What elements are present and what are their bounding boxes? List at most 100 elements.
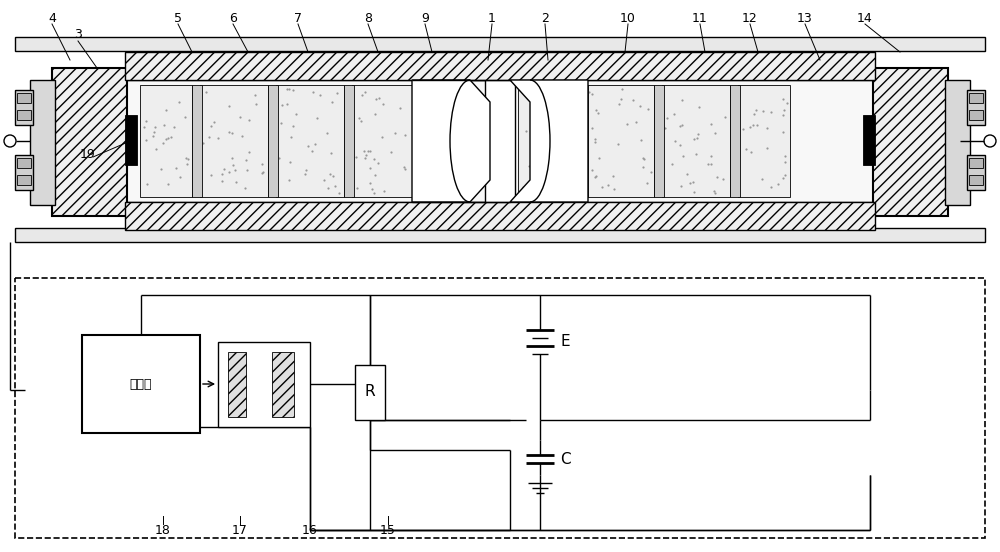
Point	[715, 174, 731, 183]
Point	[544, 122, 560, 131]
Text: R: R	[365, 385, 375, 400]
Point	[237, 183, 253, 192]
Point	[298, 166, 314, 174]
Bar	[15, 155, 33, 190]
Text: 4: 4	[48, 12, 56, 24]
Point	[588, 172, 604, 181]
Point	[610, 139, 626, 148]
Point	[160, 179, 176, 188]
Point	[635, 162, 651, 171]
Text: 3: 3	[74, 29, 82, 41]
Point	[636, 155, 652, 164]
Point	[672, 141, 688, 150]
Point	[368, 95, 384, 104]
Point	[322, 169, 338, 178]
Point	[558, 186, 574, 195]
Point	[307, 139, 323, 148]
Bar	[30, 80, 55, 205]
Point	[364, 185, 380, 194]
Point	[538, 166, 554, 175]
Bar	[967, 155, 985, 190]
Point	[613, 94, 629, 103]
Point	[558, 123, 574, 132]
Point	[155, 139, 171, 148]
Point	[221, 101, 237, 110]
Point	[521, 161, 537, 170]
Point	[327, 182, 343, 190]
Point	[279, 84, 295, 93]
Point	[518, 126, 534, 135]
Point	[156, 121, 172, 130]
Point	[206, 118, 222, 127]
Point	[362, 147, 378, 156]
Point	[746, 110, 762, 119]
Polygon shape	[412, 80, 490, 202]
Polygon shape	[510, 80, 588, 202]
Point	[160, 133, 176, 142]
Point	[358, 151, 374, 160]
Bar	[200, 85, 268, 197]
Point	[146, 128, 162, 136]
Point	[675, 151, 691, 160]
Point	[584, 89, 600, 98]
Point	[515, 182, 531, 191]
Point	[324, 98, 340, 107]
Bar	[218, 342, 310, 427]
Point	[759, 144, 775, 152]
Point	[587, 137, 603, 146]
Point	[198, 88, 214, 97]
Point	[529, 177, 545, 185]
Point	[686, 135, 702, 144]
Point	[703, 152, 719, 161]
Text: 激光器: 激光器	[130, 378, 152, 390]
Point	[673, 182, 689, 190]
Point	[247, 91, 263, 100]
Point	[543, 161, 559, 170]
Point	[628, 117, 644, 126]
Point	[153, 165, 169, 174]
Point	[775, 94, 791, 103]
Point	[320, 183, 336, 192]
Point	[743, 148, 759, 157]
Point	[362, 163, 378, 172]
Point	[300, 142, 316, 151]
Point	[584, 123, 600, 132]
Bar	[355, 365, 385, 420]
Point	[282, 157, 298, 166]
Point	[367, 171, 383, 179]
Point	[777, 171, 793, 179]
Text: 9: 9	[421, 12, 429, 24]
Point	[362, 178, 378, 187]
Point	[371, 93, 387, 102]
Bar	[654, 85, 664, 197]
Point	[163, 132, 179, 141]
Bar	[863, 115, 875, 165]
Text: 2: 2	[541, 12, 549, 24]
Point	[139, 180, 155, 189]
Point	[356, 146, 372, 155]
Point	[279, 99, 295, 108]
Point	[366, 188, 382, 197]
Point	[672, 122, 688, 131]
Point	[640, 104, 656, 113]
Point	[370, 159, 386, 168]
Point	[614, 84, 630, 93]
Point	[770, 179, 786, 188]
Point	[666, 109, 682, 118]
Point	[397, 164, 413, 173]
Point	[777, 152, 793, 161]
Point	[241, 115, 257, 124]
Bar	[125, 115, 137, 165]
Point	[288, 109, 304, 118]
Point	[216, 164, 232, 173]
Point	[643, 168, 659, 177]
Point	[254, 160, 270, 168]
Point	[203, 171, 219, 179]
Bar	[586, 85, 654, 197]
Point	[387, 129, 403, 137]
Point	[329, 88, 345, 97]
Point	[561, 109, 577, 118]
Point	[281, 176, 297, 185]
Bar	[344, 85, 354, 197]
Text: 6: 6	[229, 12, 237, 24]
